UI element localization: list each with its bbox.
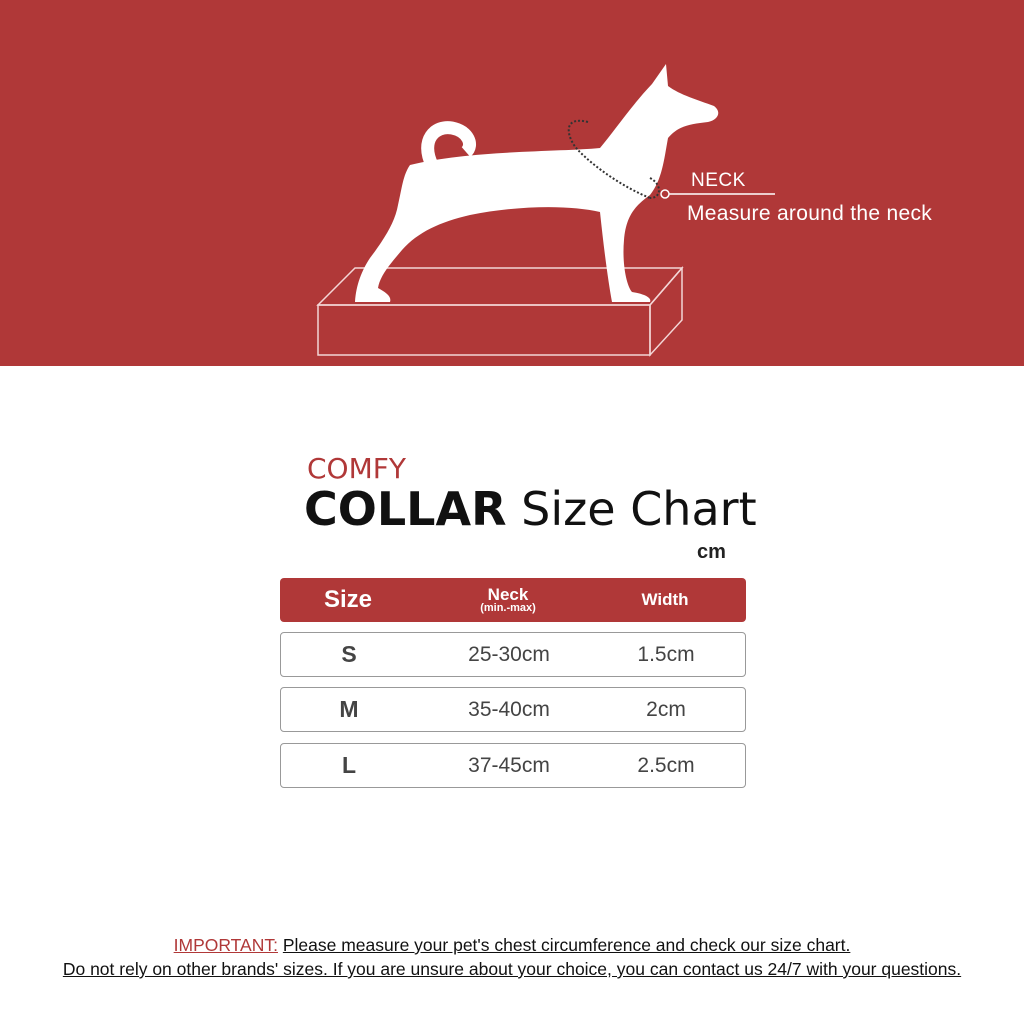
header-neck-sub: (min.-max) [480,602,536,614]
header-size: Size [323,586,373,613]
unit-label: cm [697,541,726,563]
dog-illustration-icon [316,64,775,357]
product-name: COLLAR [304,482,507,536]
cell-size: S [341,641,357,667]
title-rest: Size Chart [521,482,757,536]
footer-line-1: Please measure your pet's chest circumfe… [282,935,851,955]
important-label: IMPORTANT: [173,935,278,955]
neck-instruction: Measure around the neck [687,202,933,225]
hero-banner: NECK Measure around the neck [0,0,1024,366]
cell-neck: 37-45cm [468,753,550,777]
page-title: COLLAR Size Chart [304,482,757,536]
footer-note-2: Do not rely on other brands' sizes. If y… [0,959,1024,980]
table-row: L 37-45cm 2.5cm [280,743,746,788]
cell-neck: 25-30cm [468,642,550,666]
table-header: Size Neck (min.-max) Width [280,578,746,622]
table-row: S 25-30cm 1.5cm [280,632,746,677]
cell-neck: 35-40cm [468,697,550,721]
cell-width: 1.5cm [637,642,695,666]
cell-size: L [341,752,357,778]
cell-width: 2.5cm [637,753,695,777]
brand-name: COMFY [307,452,406,485]
cell-width: 2cm [646,697,686,721]
header-neck-label: Neck [487,585,529,604]
header-neck: Neck (min.-max) [430,578,586,622]
footer-note-1: IMPORTANT: Please measure your pet's che… [0,935,1024,956]
footer-line-2: Do not rely on other brands' sizes. If y… [62,959,962,979]
neck-label: NECK [691,170,746,191]
table-row: M 35-40cm 2cm [280,687,746,732]
header-width: Width [641,590,689,609]
cell-size: M [339,696,359,722]
